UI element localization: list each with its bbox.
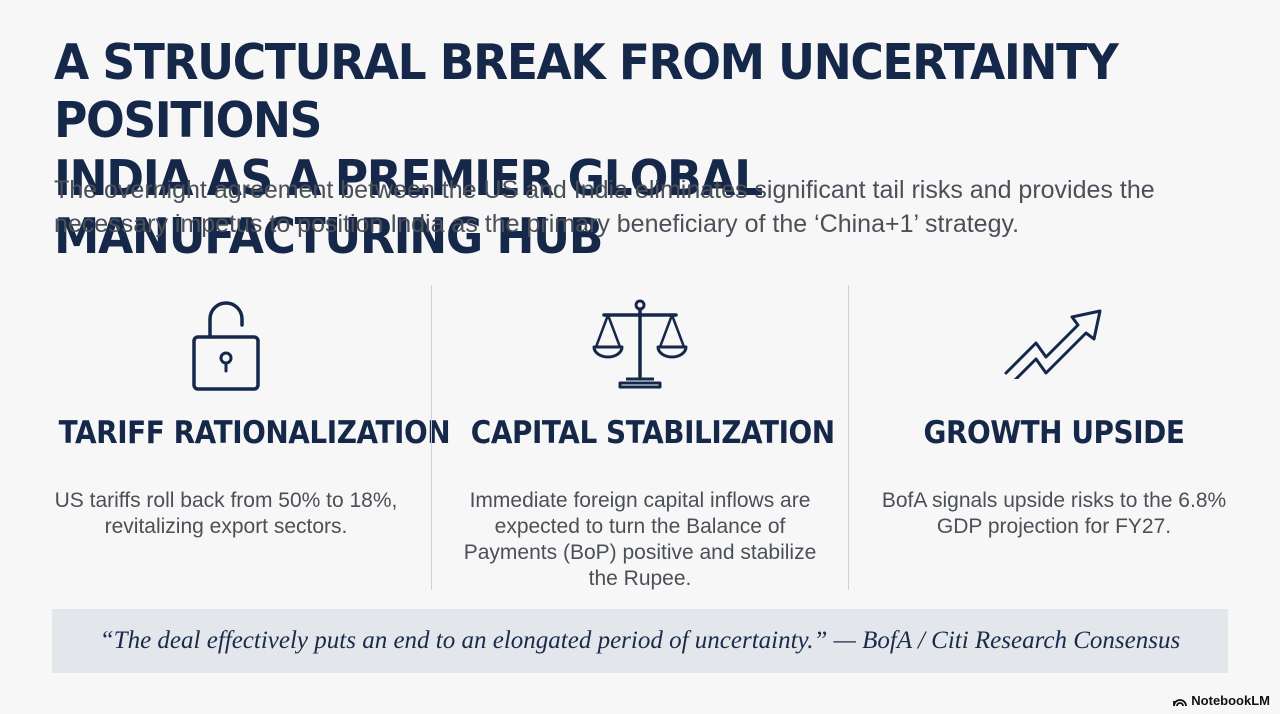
growth-heading: GROWTH UPSIDE (923, 415, 1185, 451)
brand-label: NotebookLM (1191, 693, 1270, 708)
quote-box: “The deal effectively puts an end to an … (52, 609, 1228, 673)
capital-column: CAPITAL STABILIZATION Immediate foreign … (452, 285, 835, 595)
slide-title-line-1: A STRUCTURAL BREAK FROM UNCERTAINTY POSI… (54, 34, 1119, 149)
slide-title: A STRUCTURAL BREAK FROM UNCERTAINTY POSI… (54, 34, 1151, 266)
growth-text: BofA signals upside risks to the 6.8% GD… (881, 489, 1227, 538)
trending-up-arrow-icon (1004, 309, 1102, 379)
notebooklm-logo-icon (1173, 698, 1188, 706)
notebooklm-brand: NotebookLM (1173, 693, 1270, 708)
tariff-heading: TARIFF RATIONALIZATION (58, 415, 451, 451)
slide-title-line-2: INDIA AS A PREMIER GLOBAL MANUFACTURING … (54, 150, 763, 265)
column-divider-1 (431, 285, 432, 590)
tariff-text: US tariffs roll back from 50% to 18%, re… (54, 489, 398, 538)
balance-scale-icon (592, 299, 688, 389)
capital-text: Immediate foreign capital inflows are ex… (463, 489, 817, 590)
capital-heading: CAPITAL STABILIZATION (470, 415, 835, 451)
slide-subtitle: The overnight agreement between the US a… (54, 176, 1155, 238)
column-divider-2 (848, 285, 849, 590)
tariff-column: TARIFF RATIONALIZATION US tariffs roll b… (40, 285, 451, 595)
unlocked-padlock-icon (192, 301, 260, 391)
growth-column: GROWTH UPSIDE BofA signals upside risks … (868, 285, 1240, 595)
quote-text: “The deal effectively puts an end to an … (99, 627, 1181, 654)
